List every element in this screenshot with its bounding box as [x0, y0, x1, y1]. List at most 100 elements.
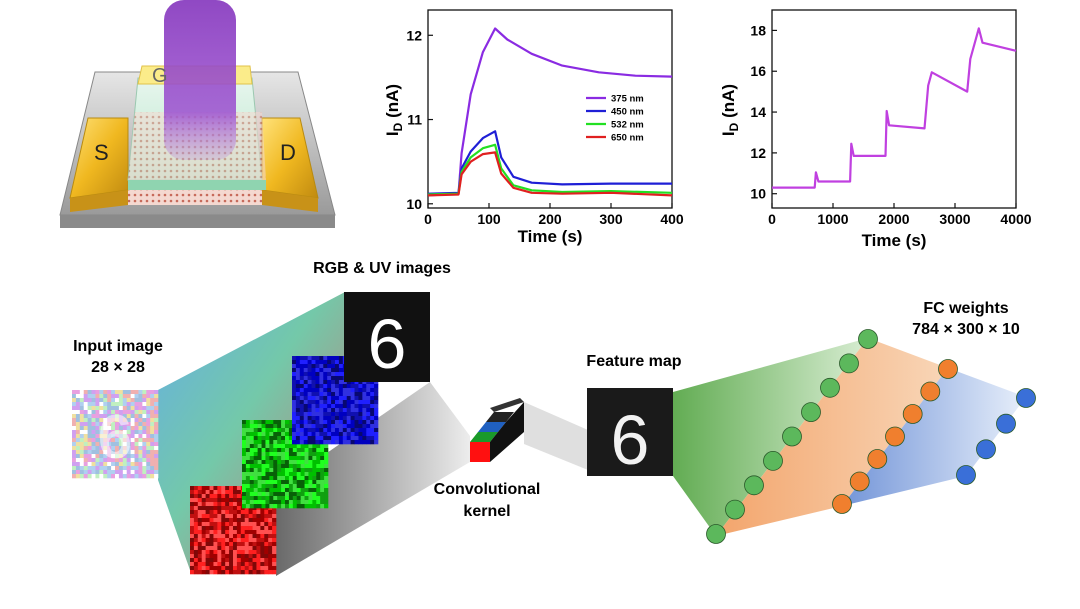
noise-pixel	[217, 570, 222, 575]
noise-pixel	[146, 414, 151, 419]
noise-pixel	[107, 434, 112, 439]
noise-pixel	[87, 410, 92, 415]
noise-pixel	[233, 542, 238, 547]
chart1-xtick-label: 3000	[939, 211, 970, 227]
noise-pixel	[245, 440, 251, 445]
noise-pixel	[319, 364, 324, 369]
noise-pixel	[273, 456, 278, 461]
noise-pixel	[95, 466, 100, 471]
noise-pixel	[292, 424, 297, 429]
noise-pixel	[296, 464, 301, 469]
noise-pixel	[257, 496, 262, 501]
noise-pixel	[72, 394, 77, 399]
noise-pixel	[324, 460, 329, 465]
noise-pixel	[107, 446, 112, 451]
noise-pixel	[346, 384, 351, 389]
noise-pixel	[269, 460, 274, 465]
noise-pixel	[264, 550, 269, 555]
noise-pixel	[95, 402, 100, 407]
noise-pixel	[362, 392, 367, 397]
noise-pixel	[79, 398, 85, 403]
noise-pixel	[268, 522, 273, 527]
noise-pixel	[190, 562, 195, 567]
noise-pixel	[296, 488, 301, 493]
noise-pixel	[75, 454, 81, 459]
fc-output-node	[996, 413, 1016, 434]
noise-pixel	[126, 410, 131, 415]
noise-pixel	[134, 418, 139, 423]
substrate-edge	[60, 215, 335, 228]
noise-pixel	[130, 438, 135, 443]
noise-pixel	[300, 472, 305, 477]
noise-pixel	[331, 412, 336, 417]
noise-pixel	[236, 538, 242, 543]
noise-pixel	[75, 434, 81, 439]
noise-pixel	[240, 526, 246, 531]
noise-pixel	[265, 452, 270, 457]
noise-pixel	[273, 472, 278, 477]
noise-pixel	[264, 538, 269, 543]
noise-pixel	[91, 458, 96, 463]
noise-pixel	[295, 420, 301, 425]
noise-pixel	[288, 444, 294, 449]
noise-pixel	[225, 490, 230, 495]
noise-pixel	[312, 448, 317, 453]
noise-pixel	[83, 402, 88, 407]
noise-pixel	[118, 466, 124, 471]
noise-pixel	[91, 410, 96, 415]
noise-pixel	[304, 504, 309, 509]
noise-pixel	[261, 504, 266, 509]
noise-pixel	[122, 438, 128, 443]
noise-pixel	[273, 452, 278, 457]
noise-pixel	[269, 448, 274, 453]
noise-pixel	[260, 558, 265, 563]
noise-pixel	[307, 392, 312, 397]
noise-pixel	[229, 502, 234, 507]
noise-pixel	[327, 408, 332, 413]
noise-pixel	[358, 440, 363, 445]
fc-hidden-node	[920, 381, 941, 402]
noise-pixel	[288, 420, 294, 425]
noise-pixel	[315, 436, 320, 441]
noise-pixel	[190, 486, 195, 491]
noise-pixel	[358, 432, 363, 437]
noise-pixel	[245, 460, 251, 465]
noise-pixel	[197, 538, 203, 543]
noise-pixel	[213, 522, 218, 527]
noise-pixel	[154, 406, 159, 411]
noise-pixel	[288, 436, 294, 441]
noise-pixel	[197, 562, 203, 567]
noise-pixel	[75, 422, 81, 427]
noise-pixel	[300, 476, 305, 481]
noise-pixel	[319, 420, 324, 425]
chart2-series	[772, 27, 1017, 189]
noise-pixel	[87, 466, 92, 471]
noise-pixel	[83, 474, 88, 479]
noise-pixel	[126, 390, 131, 395]
noise-pixel	[285, 436, 290, 441]
noise-pixel	[338, 404, 344, 409]
noise-pixel	[95, 426, 100, 431]
noise-pixel	[190, 522, 195, 527]
noise-pixel	[323, 440, 328, 445]
noise-pixel	[285, 420, 290, 425]
noise-pixel	[295, 416, 301, 421]
noise-pixel	[130, 394, 135, 399]
noise-pixel	[99, 442, 104, 447]
noise-pixel	[261, 472, 266, 477]
noise-pixel	[303, 388, 308, 393]
noise-pixel	[205, 534, 210, 539]
noise-pixel	[138, 470, 143, 475]
kernel-uv-cell	[486, 412, 514, 422]
noise-pixel	[358, 416, 363, 421]
noise-pixel	[323, 372, 328, 377]
noise-pixel	[320, 480, 325, 485]
noise-pixel	[154, 422, 159, 427]
noise-pixel	[95, 442, 100, 447]
chart0-xtick-label: 300	[599, 211, 623, 227]
noise-pixel	[225, 562, 230, 567]
noise-pixel	[269, 428, 274, 433]
noise-pixel	[316, 468, 321, 473]
noise-pixel	[346, 432, 351, 437]
noise-pixel	[296, 456, 301, 461]
